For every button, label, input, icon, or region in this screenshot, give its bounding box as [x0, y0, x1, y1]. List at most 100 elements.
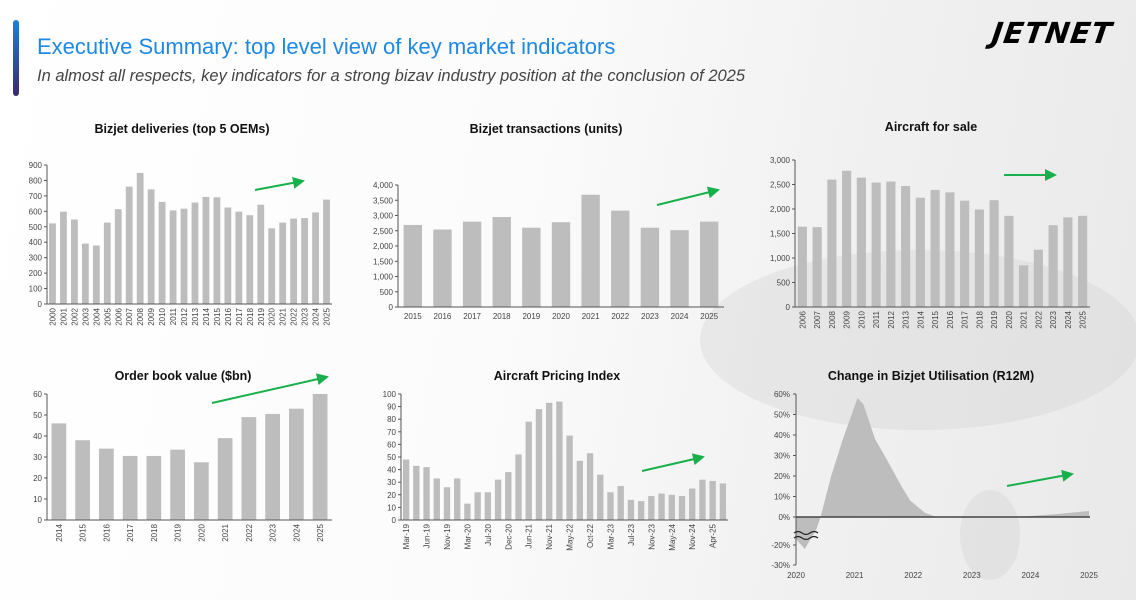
y-tick-label: 100 [29, 285, 43, 294]
x-tick-label: 2022 [904, 571, 922, 580]
x-tick-label: 2020 [268, 307, 277, 325]
trend-arrow-icon [1006, 469, 1074, 487]
x-tick-label: 2011 [169, 307, 178, 325]
y-tick-label: 40% [774, 431, 790, 440]
x-tick-label: 2023 [301, 307, 310, 325]
x-tick-label: 2025 [323, 307, 332, 325]
x-tick-label: 2021 [221, 523, 230, 541]
x-tick-label: 2014 [916, 310, 925, 328]
x-tick-label: 2020 [1005, 310, 1014, 328]
bar [930, 189, 940, 307]
x-tick-label: 2017 [961, 310, 970, 328]
x-tick-label: 2001 [59, 307, 68, 325]
bar [75, 440, 90, 520]
x-tick-label: 2014 [202, 307, 211, 325]
x-tick-label: 2019 [174, 523, 183, 541]
bar [611, 210, 630, 307]
x-tick-label: May-22 [566, 523, 575, 550]
bar [125, 186, 133, 304]
bar [1033, 249, 1043, 307]
chart-4: Order book value ($bn) 2014 2015 2016 2017 20… [33, 369, 332, 542]
x-tick-label: 2006 [114, 307, 123, 325]
bar [81, 243, 89, 304]
bar [586, 453, 594, 520]
bar [797, 226, 807, 307]
x-tick-label: 2021 [846, 571, 864, 580]
trend-arrow-icon [656, 186, 720, 206]
x-tick-label: 2017 [126, 523, 135, 541]
x-tick-label: 2008 [136, 307, 145, 325]
x-tick-label: Jun-19 [423, 523, 432, 548]
bar [525, 421, 532, 520]
x-tick-label: 2018 [975, 310, 984, 328]
x-tick-label: 2011 [872, 310, 881, 328]
bar [92, 245, 100, 304]
y-tick-label: 1,000 [373, 273, 394, 282]
bar [989, 200, 999, 307]
bar [617, 485, 624, 520]
x-tick-label: 2016 [434, 312, 452, 321]
bar [158, 201, 166, 304]
x-tick-label: 2025 [316, 523, 325, 541]
x-tick-label: 2017 [235, 307, 244, 325]
bar [668, 494, 675, 520]
y-tick-label: 3,000 [373, 212, 394, 221]
x-tick-label: Nov-21 [545, 523, 554, 549]
bar [658, 493, 665, 520]
bar [462, 221, 482, 307]
y-tick-label: 20 [33, 474, 42, 483]
y-tick-label: 100 [383, 390, 397, 399]
bar [224, 207, 232, 304]
bar [494, 479, 502, 520]
x-tick-label: 2019 [522, 312, 540, 321]
bar [566, 435, 573, 520]
bar [812, 227, 822, 307]
bar [169, 210, 177, 304]
x-tick-label: 2022 [245, 523, 254, 541]
y-tick-label: 500 [29, 223, 43, 232]
x-tick-label: 2012 [887, 310, 896, 328]
bar [114, 209, 122, 304]
x-tick-label: 2016 [224, 307, 233, 325]
x-tick-label: 2025 [1079, 310, 1088, 328]
bar [719, 483, 727, 520]
y-tick-label: 30 [387, 478, 396, 487]
x-tick-label: 2003 [81, 307, 90, 325]
bar [433, 478, 440, 520]
x-tick-label: 2008 [828, 310, 837, 328]
x-tick-label: 2007 [813, 310, 822, 328]
bar [454, 478, 461, 520]
bar [402, 459, 410, 520]
bar [71, 219, 78, 304]
chart-5: Aircraft Pricing Index Mar-19 Jun-19 Nov-19… [383, 369, 728, 551]
bar [960, 200, 970, 307]
x-tick-label: 2013 [191, 307, 200, 325]
y-tick-label: 400 [29, 238, 43, 247]
y-tick-label: 20% [774, 472, 790, 481]
bar [648, 496, 655, 520]
x-tick-label: Nov-19 [443, 523, 452, 549]
bar [627, 499, 635, 520]
x-tick-label: Jul-23 [627, 523, 636, 545]
y-tick-label: 40 [33, 432, 42, 441]
y-tick-label: 50% [774, 411, 790, 420]
bar [945, 192, 955, 307]
bar [597, 474, 604, 520]
y-tick-label: 900 [29, 161, 43, 170]
y-tick-label: 20 [387, 491, 396, 500]
x-tick-label: 2021 [279, 307, 288, 325]
x-tick-label: 2023 [1049, 310, 1058, 328]
bar [191, 202, 199, 304]
x-tick-label: 2015 [931, 310, 940, 328]
bar [180, 208, 188, 304]
chart-6: Change in Bizjet Utilisation (R12M) -30% -… [771, 369, 1098, 580]
x-tick-label: 2009 [843, 310, 852, 328]
chart-1: Bizjet deliveries (top 5 OEMs)2000 2001 20… [29, 122, 332, 326]
bar [699, 479, 706, 520]
bar [323, 199, 330, 304]
x-tick-label: 2002 [70, 307, 79, 325]
y-tick-label: 0 [392, 516, 397, 525]
x-tick-label: 2021 [1020, 310, 1029, 328]
x-tick-label: Jun-21 [525, 523, 534, 548]
x-tick-label: 2025 [1080, 571, 1098, 580]
